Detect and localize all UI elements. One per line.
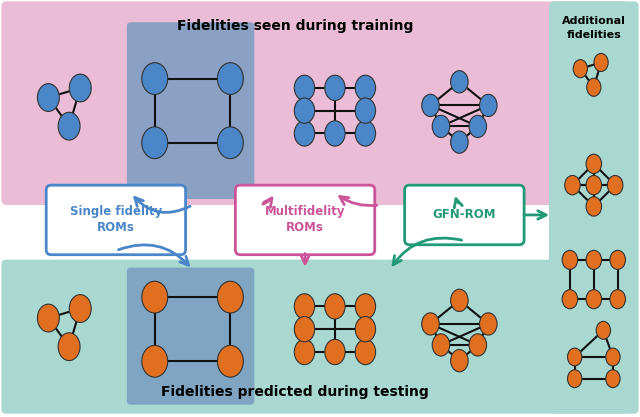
Ellipse shape: [594, 53, 608, 71]
Ellipse shape: [562, 290, 578, 309]
Ellipse shape: [142, 127, 168, 158]
FancyBboxPatch shape: [1, 260, 628, 414]
Ellipse shape: [610, 250, 625, 269]
Ellipse shape: [568, 370, 582, 388]
Text: Additional
fidelities: Additional fidelities: [562, 16, 626, 40]
Ellipse shape: [610, 290, 625, 309]
Text: GFN-ROM: GFN-ROM: [433, 208, 496, 221]
Ellipse shape: [294, 121, 315, 146]
Text: Single fidelity
ROMs: Single fidelity ROMs: [70, 206, 162, 234]
Text: Fidelities seen during training: Fidelities seen during training: [177, 19, 413, 33]
Text: Multifidelity
ROMs: Multifidelity ROMs: [265, 206, 346, 234]
FancyBboxPatch shape: [236, 185, 375, 255]
Ellipse shape: [355, 339, 376, 364]
Ellipse shape: [218, 127, 243, 158]
Ellipse shape: [294, 98, 315, 123]
Ellipse shape: [324, 294, 345, 319]
Ellipse shape: [324, 75, 345, 100]
Ellipse shape: [218, 281, 243, 313]
Ellipse shape: [142, 63, 168, 95]
FancyBboxPatch shape: [127, 268, 254, 404]
Ellipse shape: [422, 313, 439, 335]
FancyBboxPatch shape: [549, 1, 639, 414]
Ellipse shape: [479, 313, 497, 335]
Ellipse shape: [432, 334, 450, 356]
Ellipse shape: [432, 115, 450, 138]
Ellipse shape: [586, 154, 602, 173]
Ellipse shape: [294, 75, 315, 100]
Ellipse shape: [324, 339, 345, 364]
Ellipse shape: [324, 121, 345, 146]
Ellipse shape: [294, 294, 315, 319]
Ellipse shape: [218, 63, 243, 95]
Ellipse shape: [355, 121, 376, 146]
Ellipse shape: [142, 281, 168, 313]
Ellipse shape: [586, 197, 602, 216]
Ellipse shape: [355, 75, 376, 100]
Ellipse shape: [142, 345, 168, 377]
Ellipse shape: [37, 84, 60, 111]
Ellipse shape: [69, 74, 91, 102]
Ellipse shape: [355, 98, 376, 123]
Ellipse shape: [422, 94, 439, 116]
Ellipse shape: [69, 295, 91, 322]
Ellipse shape: [605, 370, 620, 388]
Ellipse shape: [596, 322, 611, 339]
Ellipse shape: [451, 289, 468, 311]
FancyBboxPatch shape: [1, 1, 628, 205]
Ellipse shape: [587, 78, 601, 96]
Ellipse shape: [607, 176, 623, 195]
Text: Fidelities predicted during testing: Fidelities predicted during testing: [161, 385, 429, 399]
Ellipse shape: [479, 94, 497, 116]
FancyBboxPatch shape: [404, 185, 524, 245]
Ellipse shape: [355, 294, 376, 319]
Ellipse shape: [562, 250, 578, 269]
Ellipse shape: [573, 60, 588, 78]
Ellipse shape: [451, 131, 468, 153]
Ellipse shape: [568, 348, 582, 366]
Ellipse shape: [586, 176, 602, 195]
FancyBboxPatch shape: [46, 185, 186, 255]
Ellipse shape: [218, 345, 243, 377]
Ellipse shape: [58, 333, 80, 361]
Ellipse shape: [355, 317, 376, 342]
Ellipse shape: [469, 115, 486, 138]
FancyBboxPatch shape: [127, 22, 254, 199]
Ellipse shape: [564, 176, 580, 195]
Ellipse shape: [451, 349, 468, 372]
Ellipse shape: [586, 290, 602, 309]
Ellipse shape: [469, 334, 486, 356]
Ellipse shape: [294, 339, 315, 364]
Ellipse shape: [451, 71, 468, 93]
Ellipse shape: [605, 348, 620, 366]
Ellipse shape: [37, 304, 60, 332]
Ellipse shape: [294, 317, 315, 342]
Ellipse shape: [586, 250, 602, 269]
Ellipse shape: [58, 112, 80, 140]
